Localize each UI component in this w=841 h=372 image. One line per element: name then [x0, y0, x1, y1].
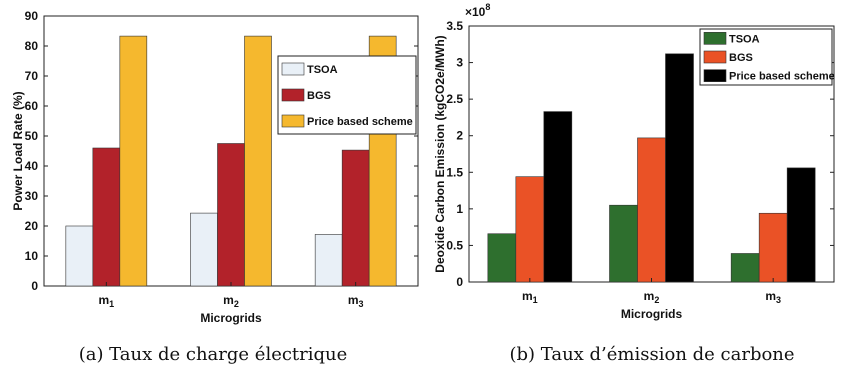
x-tick-label: m2: [223, 293, 239, 309]
y-axis-label: Deoxide Carbon Emission (kgCO2e/MWh): [433, 35, 447, 272]
y-tick-label: 3: [456, 56, 463, 70]
legend-entry: Price based scheme: [729, 71, 835, 83]
x-axis-label: Microgrids: [621, 307, 683, 321]
x-axis-label: Microgrids: [200, 311, 262, 325]
y-exponent-label: ×108: [465, 2, 490, 19]
bar-price-based-scheme-m2: [244, 35, 272, 287]
y-tick-label: 30: [25, 189, 39, 203]
y-tick-label: 3.5: [446, 19, 463, 33]
y-tick-label: 2: [456, 129, 463, 143]
legend-entry: BGS: [729, 52, 753, 64]
bar-tsoa-m3: [730, 253, 760, 283]
y-tick-label: 1.5: [446, 165, 463, 179]
y-tick-label: 0: [456, 275, 463, 289]
legend-swatch: [703, 50, 727, 64]
bar-bgs-m3: [758, 212, 788, 283]
y-axis-label: Power Load Rate (%): [11, 91, 25, 210]
bar-bgs-m2: [637, 137, 666, 283]
figure-caption: (a) Taux de charge électrique: [79, 344, 348, 365]
bar-bgs-m1: [92, 147, 121, 287]
bar-price-based-scheme-m3: [786, 167, 816, 283]
y-tick-label: 2.5: [446, 92, 463, 106]
x-tick-label: m2: [644, 289, 660, 305]
x-tick-label: m1: [522, 289, 538, 305]
legend-entry: Price based scheme: [307, 116, 413, 128]
y-tick-label: 20: [25, 219, 39, 233]
bar-price-based-scheme-m2: [665, 53, 694, 283]
y-tick-label: 90: [25, 9, 39, 23]
x-tick-label: m3: [765, 289, 781, 305]
y-tick-label: 40: [25, 159, 39, 173]
legend-swatch: [281, 62, 305, 76]
chart-a-panel: m1 m2 m3 0 10 20 30 40 50 60 70 80 90 Power Load Rate…: [11, 9, 419, 365]
x-tick-label: m1: [98, 293, 114, 309]
bar-tsoa-m1: [487, 233, 517, 283]
bar-tsoa-m2: [609, 204, 638, 283]
y-tick-label: 50: [25, 129, 39, 143]
bar-bgs-m3: [341, 149, 370, 287]
bar-price-based-scheme-m1: [119, 35, 148, 287]
x-tick-label: m3: [348, 293, 364, 309]
bar-tsoa-m3: [314, 234, 343, 287]
legend-entry: BGS: [307, 90, 331, 102]
bar-bgs-m1: [515, 176, 545, 283]
chart-b-panel: m1 m2 m3 0 0.5 1 1.5 2 2.5 3 3.5×108 Deoxide Carbon…: [433, 2, 835, 365]
bar-tsoa-m1: [65, 225, 94, 287]
legend-swatch: [281, 114, 305, 128]
y-tick-label: 1: [456, 202, 463, 216]
y-tick-label: 10: [25, 249, 39, 263]
legend-swatch: [703, 69, 727, 82]
bar-bgs-m2: [217, 143, 245, 287]
bar-tsoa-m2: [190, 212, 218, 287]
y-tick-label: 0.5: [446, 238, 463, 252]
legend: TSOA BGS Price based scheme: [277, 55, 417, 135]
y-tick-label: 60: [25, 99, 39, 113]
y-tick-label: 80: [25, 39, 39, 53]
legend: TSOA BGS Price based scheme: [699, 28, 835, 86]
bar-price-based-scheme-m1: [543, 111, 573, 283]
y-tick-label: 0: [31, 279, 38, 293]
legend-swatch: [281, 88, 305, 102]
legend-swatch: [703, 32, 727, 45]
legend-entry: TSOA: [307, 64, 338, 76]
y-tick-label: 70: [25, 69, 39, 83]
legend-entry: TSOA: [729, 33, 760, 45]
figure-caption: (b) Taux d’émission de carbone: [509, 344, 794, 365]
